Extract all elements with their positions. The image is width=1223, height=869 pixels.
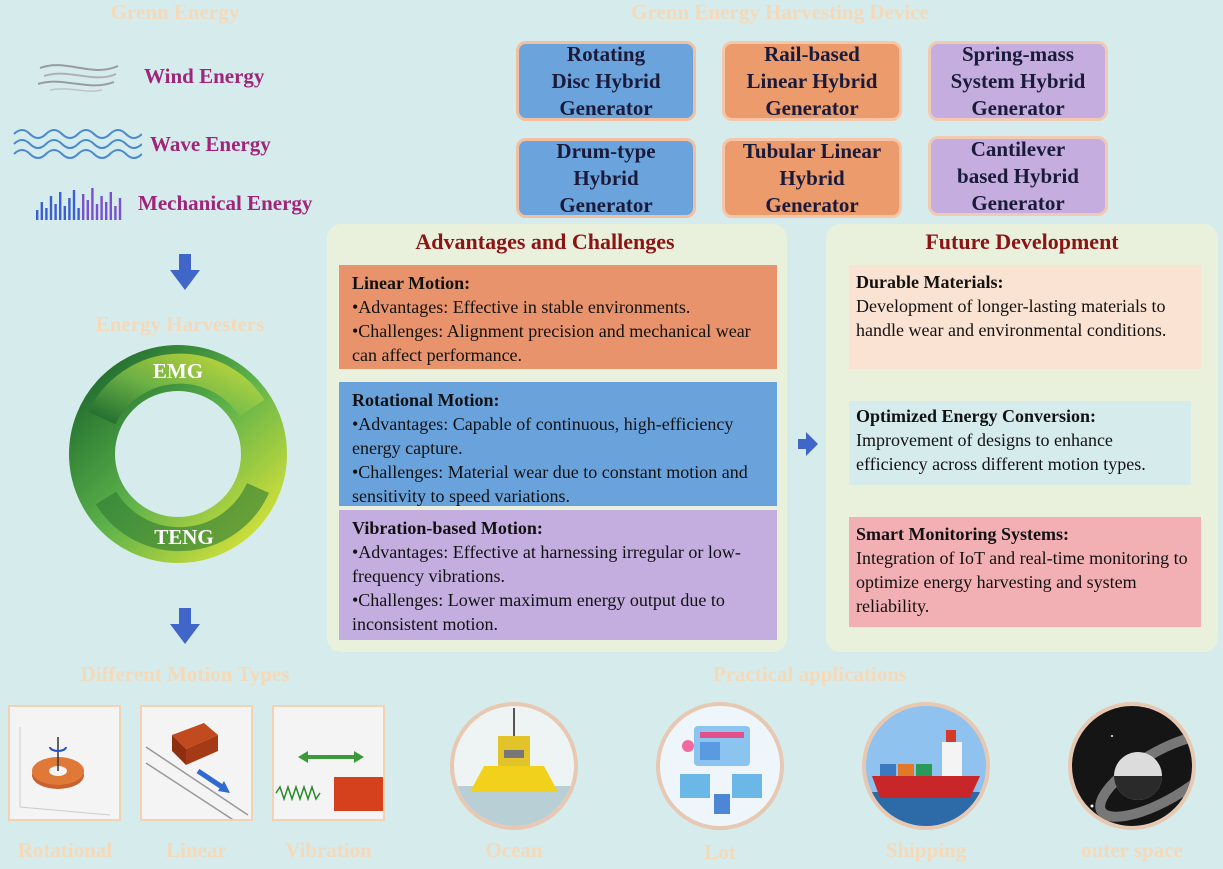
device-cantilever: Cantilever based Hybrid Generator	[928, 136, 1108, 216]
shipping-image	[862, 702, 990, 830]
ocean-caption: Ocean	[485, 838, 543, 862]
linear-motion-heading: Linear Motion:	[352, 273, 471, 293]
down-arrow-icon	[170, 254, 200, 290]
device-spring-mass: Spring-mass System Hybrid Generator	[928, 41, 1108, 121]
motion-types-title: Different Motion Types	[80, 662, 290, 686]
durable-text: Development of longer-lasting materials …	[856, 296, 1167, 340]
device-line: System Hybrid	[950, 68, 1086, 93]
vibration-motion-box: Vibration-based Motion: •Advantages: Eff…	[339, 510, 777, 640]
energy-harvesters-title: Energy Harvesters	[95, 312, 265, 336]
device-line: Generator	[765, 95, 859, 120]
harvesting-device-title: Grenn Energy Harvesting Device	[631, 0, 929, 24]
device-line: Rail-based	[764, 41, 860, 66]
device-line: Generator	[559, 192, 653, 217]
right-arrow-icon	[798, 432, 818, 456]
device-line: Generator	[559, 95, 653, 120]
wave-icon	[13, 129, 142, 159]
linear-motion-box: Linear Motion: •Advantages: Effective in…	[339, 265, 777, 369]
ocean-buoy-image	[450, 702, 578, 830]
linear-motion-thumbnail	[140, 705, 253, 821]
vibration-challenges: •Challenges: Lower maximum energy output…	[352, 590, 725, 634]
vibration-motion-thumbnail	[272, 705, 385, 821]
linear-challenges: •Challenges: Alignment precision and mec…	[352, 321, 751, 365]
down-arrow-icon	[170, 608, 200, 644]
rotational-challenges: •Challenges: Material wear due to consta…	[352, 462, 748, 506]
linear-caption: Linear	[166, 838, 227, 862]
rotational-motion-thumbnail	[8, 705, 121, 821]
device-line: Hybrid	[779, 165, 845, 190]
device-tubular-linear: Tubular Linear Hybrid Generator	[722, 138, 902, 218]
device-line: Tubular Linear	[742, 138, 882, 163]
optimized-heading: Optimized Energy Conversion:	[856, 406, 1096, 426]
device-rotating-disc: Rotating Disc Hybrid Generator	[516, 41, 696, 121]
wind-icon	[37, 64, 119, 92]
durable-materials-box: Durable Materials: Development of longer…	[849, 265, 1201, 369]
applications-title: Practical applications	[712, 662, 908, 686]
optimized-text: Improvement of designs to enhance effici…	[856, 430, 1146, 474]
green-energy-title: Grenn Energy	[110, 0, 240, 24]
mechanical-energy-label: Mechanical Energy	[138, 190, 313, 215]
teng-label: TENG	[154, 525, 214, 549]
emg-teng-ring-illustration: EMG TENG	[69, 345, 287, 563]
device-line: Spring-mass	[961, 41, 1074, 66]
vibration-advantages: •Advantages: Effective at harnessing irr…	[352, 542, 741, 586]
device-line: Drum-type	[556, 138, 656, 163]
linear-advantages: •Advantages: Effective in stable environ…	[352, 297, 691, 317]
emg-label: EMG	[153, 359, 203, 383]
vibration-motion-heading: Vibration-based Motion:	[352, 518, 543, 538]
device-line: Generator	[765, 192, 859, 217]
device-line: Rotating	[566, 41, 646, 66]
lot-caption: Lot	[704, 840, 736, 864]
device-line: Disc Hybrid	[551, 68, 661, 93]
device-drum-type: Drum-type Hybrid Generator	[516, 138, 696, 218]
rotational-motion-heading: Rotational Motion:	[352, 390, 500, 410]
source-wind: Wind Energy	[36, 56, 264, 96]
smart-monitoring-box: Smart Monitoring Systems: Integration of…	[849, 517, 1201, 627]
optimized-conversion-box: Optimized Energy Conversion: Improvement…	[849, 401, 1191, 485]
device-line: based Hybrid	[957, 163, 1079, 188]
rotational-advantages: •Advantages: Capable of continuous, high…	[352, 414, 734, 458]
device-line: Generator	[971, 190, 1065, 215]
rotational-motion-box: Rotational Motion: •Advantages: Capable …	[339, 382, 777, 506]
wave-energy-label: Wave Energy	[150, 131, 271, 156]
future-title: Future Development	[925, 229, 1119, 254]
smart-text: Integration of IoT and real-time monitor…	[856, 548, 1188, 616]
device-line: Hybrid	[573, 165, 639, 190]
wind-energy-label: Wind Energy	[144, 63, 265, 88]
smart-heading: Smart Monitoring Systems:	[856, 524, 1069, 544]
rotational-caption: Rotational	[17, 838, 113, 862]
iot-image	[656, 702, 784, 830]
device-line: Linear Hybrid	[746, 68, 878, 93]
outer-space-image	[1068, 702, 1196, 830]
vibration-caption: Vibration	[285, 838, 372, 862]
source-mechanical: Mechanical Energy	[34, 184, 312, 222]
durable-heading: Durable Materials:	[856, 272, 1004, 292]
source-wave: Wave Energy	[12, 124, 271, 164]
device-line: Generator	[971, 95, 1065, 120]
device-rail-based-linear: Rail-based Linear Hybrid Generator	[722, 41, 902, 121]
outer-space-caption: outer space	[1081, 838, 1183, 862]
device-line: Cantilever	[970, 136, 1066, 161]
shipping-caption: Shipping	[885, 838, 967, 862]
vibration-bars-icon	[36, 188, 122, 220]
advantages-title: Advantages and Challenges	[415, 229, 675, 254]
